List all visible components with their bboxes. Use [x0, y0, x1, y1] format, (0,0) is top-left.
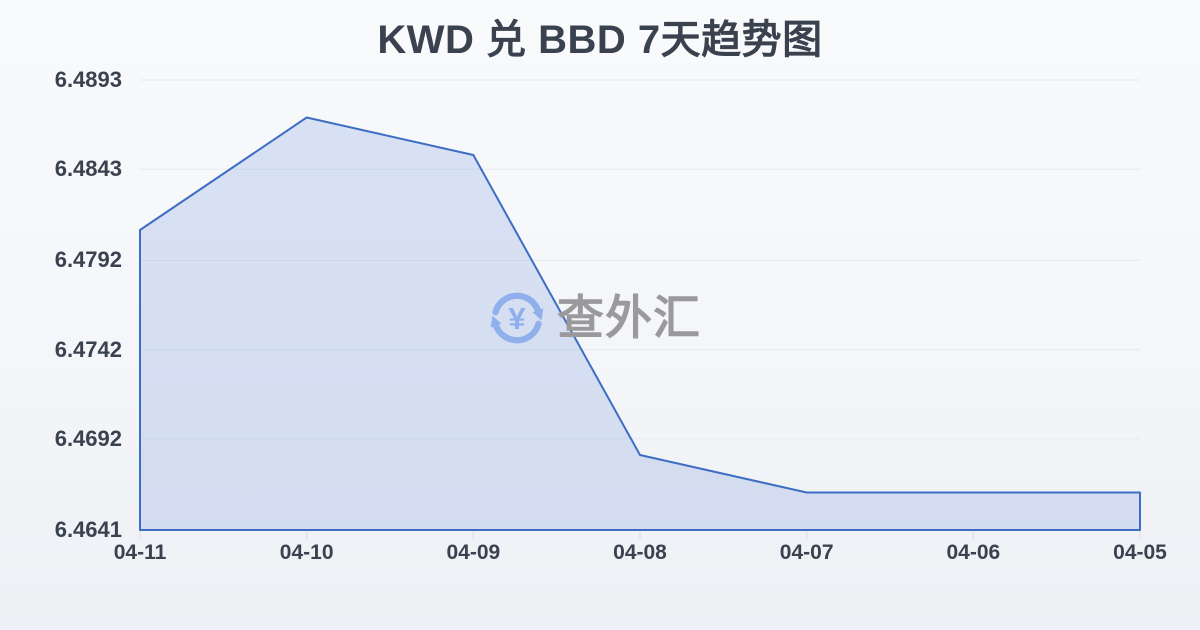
y-tick-label: 6.4843 — [54, 156, 122, 182]
watermark: ¥ 查外汇 — [486, 286, 701, 350]
currency-exchange-icon: ¥ — [490, 292, 544, 344]
x-tick-label: 04-09 — [446, 541, 501, 564]
y-tick-label: 6.4893 — [54, 67, 122, 92]
x-tick-label: 04-10 — [279, 541, 334, 564]
x-tick-label: 04-11 — [113, 541, 167, 564]
y-tick-label: 6.4641 — [54, 517, 122, 542]
x-tick-label: 04-07 — [779, 541, 834, 564]
x-tick-label: 04-05 — [1113, 541, 1167, 564]
y-tick-label: 6.4692 — [54, 425, 122, 451]
x-tick-label: 04-08 — [613, 541, 667, 564]
watermark-text: 查外汇 — [557, 291, 701, 344]
y-tick-label: 6.4742 — [54, 336, 122, 362]
y-axis: 6.4893 6.4843 6.4792 6.4742 6.4692 6.464… — [0, 0, 122, 630]
y-tick-label: 6.4792 — [54, 247, 122, 273]
chart-title: KWD 兑 BBD 7天趋势图 — [377, 18, 823, 62]
x-tick-label: 04-06 — [946, 541, 1001, 564]
yuan-symbol: ¥ — [508, 301, 526, 336]
